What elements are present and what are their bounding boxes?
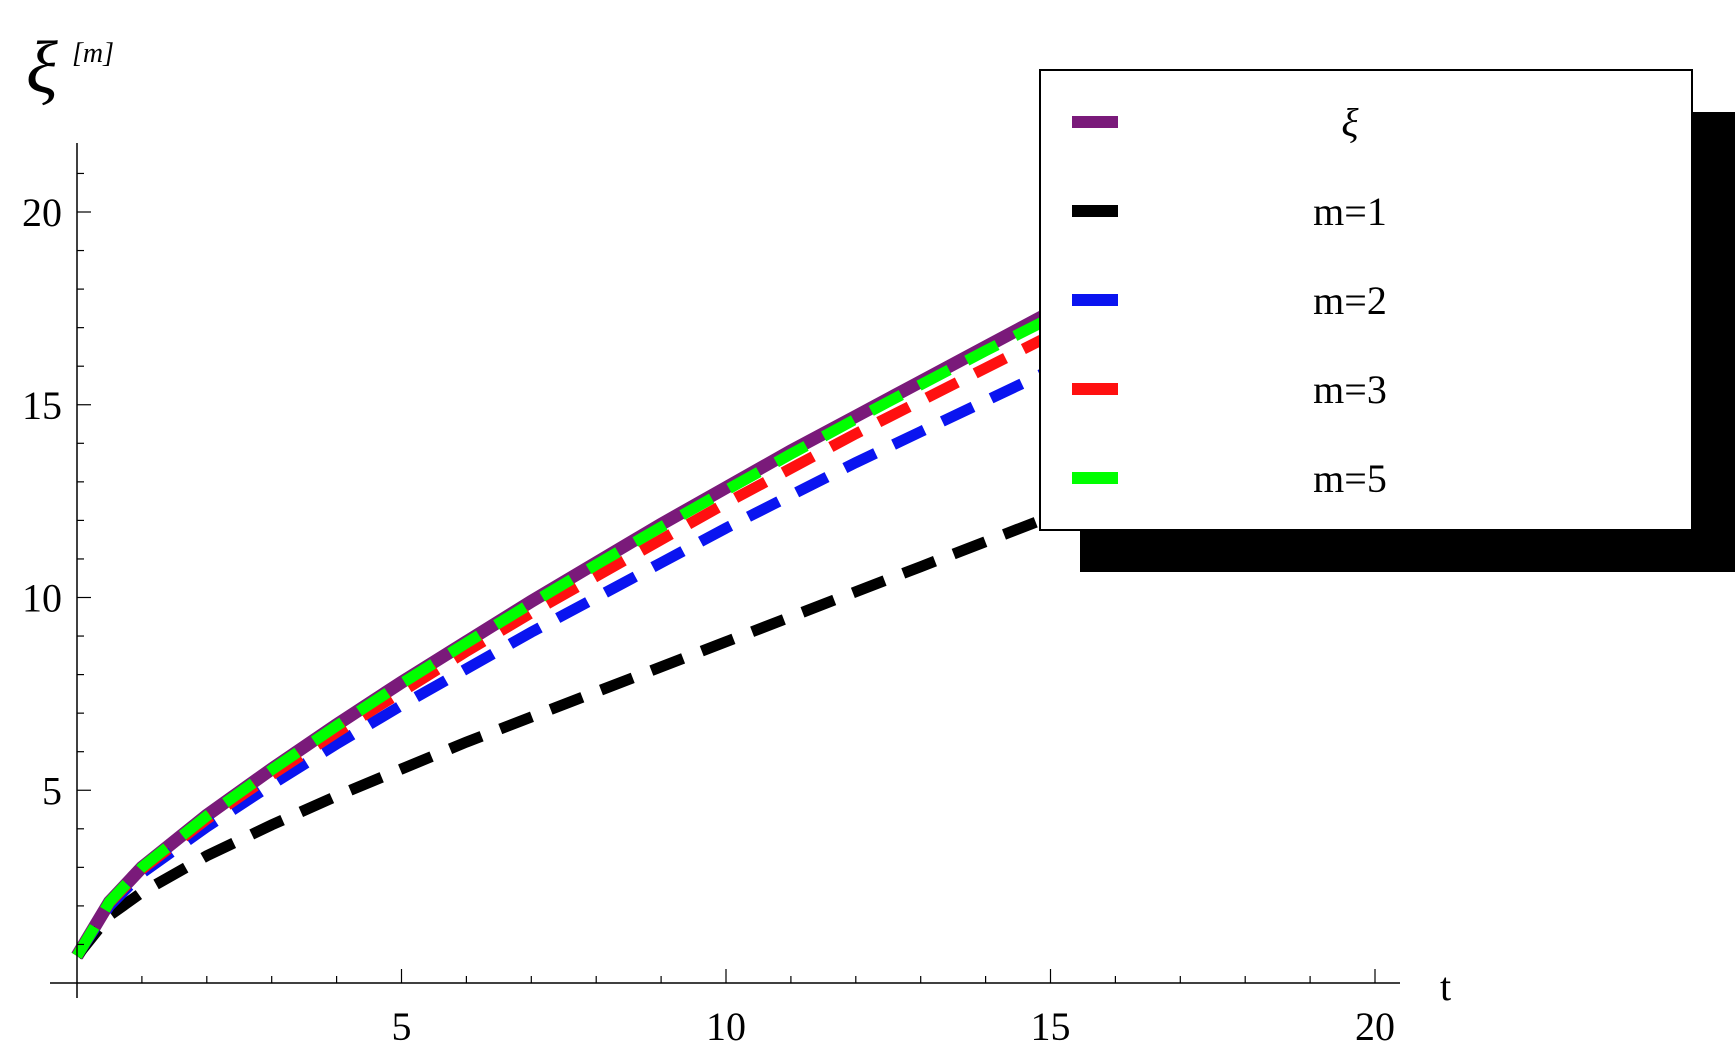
series-line-3 — [72, 330, 1053, 959]
y-axis-title: ξ [m] — [26, 27, 114, 109]
series-line-1 — [72, 511, 1053, 960]
legend-items: ξ m=1 m=2 m=3 m=5 — [1072, 100, 1387, 501]
y-axis-label: ξ — [26, 27, 58, 109]
legend-label: m=2 — [1313, 278, 1387, 323]
axes: 5 10 15 20 5 10 15 20 — [22, 143, 1400, 1049]
y-axis-label-superscript: [m] — [72, 38, 114, 69]
y-tick-label: 15 — [22, 383, 62, 428]
x-tick-label: 10 — [706, 1004, 746, 1049]
legend-label: m=1 — [1313, 189, 1387, 234]
legend-label: ξ — [1341, 100, 1359, 145]
y-tick-label: 5 — [42, 768, 62, 813]
x-axis-label: t — [1440, 964, 1451, 1009]
y-tick-label: 20 — [22, 190, 62, 235]
y-tick-label: 10 — [22, 576, 62, 621]
x-tick-label: 15 — [1031, 1004, 1071, 1049]
plot-area — [71, 306, 1054, 960]
legend-label: m=3 — [1313, 367, 1387, 412]
series-line-4 — [72, 313, 1053, 959]
legend-box — [1039, 69, 1693, 531]
x-tick-label: 5 — [392, 1004, 412, 1049]
legend-label: m=5 — [1313, 456, 1387, 501]
legend: ξ m=1 m=2 m=3 m=5 — [1039, 69, 1735, 572]
x-tick-label: 20 — [1355, 1004, 1395, 1049]
series-line-2 — [72, 365, 1053, 959]
